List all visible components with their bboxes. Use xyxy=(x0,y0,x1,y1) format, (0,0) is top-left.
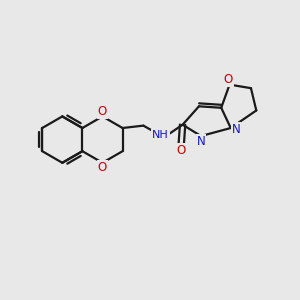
Text: O: O xyxy=(224,73,233,86)
Text: O: O xyxy=(98,105,107,118)
Text: N: N xyxy=(196,135,206,148)
Text: N: N xyxy=(232,123,241,136)
Text: O: O xyxy=(98,161,107,174)
Text: NH: NH xyxy=(152,130,169,140)
Text: O: O xyxy=(176,144,186,158)
